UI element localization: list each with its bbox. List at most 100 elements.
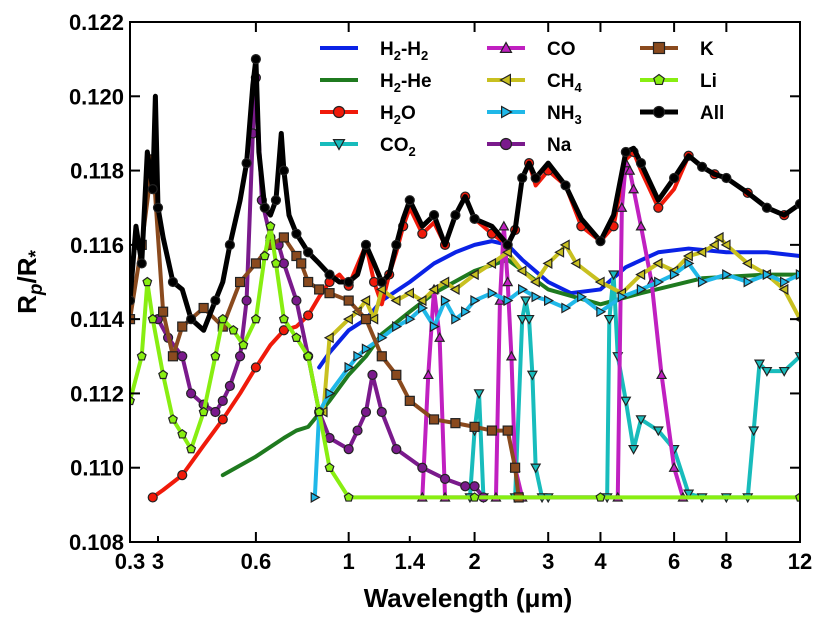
data-point-nh3 <box>392 321 403 333</box>
legend-item-co: CO <box>487 39 576 60</box>
data-point-all <box>278 165 289 176</box>
y-tick-label: 0.122 <box>69 10 124 35</box>
data-point-nh3 <box>487 287 498 299</box>
data-point-nh3 <box>470 295 481 307</box>
data-point-h2o <box>653 202 664 213</box>
x-tick-label: 2 <box>468 549 480 574</box>
data-point-co2 <box>523 314 535 325</box>
legend-label: H2-He <box>380 71 432 95</box>
data-point-ch4 <box>501 246 512 258</box>
data-point-na <box>278 258 289 269</box>
y-tick-label: 0.114 <box>70 307 125 332</box>
data-point-k <box>502 425 513 436</box>
data-point-h2o <box>303 310 314 321</box>
data-point-na <box>391 444 402 455</box>
data-point-h2o <box>147 492 158 503</box>
data-point-na <box>224 380 236 392</box>
data-point-na <box>460 481 471 492</box>
data-point-co <box>422 369 434 380</box>
data-point-nh3 <box>344 361 355 373</box>
data-point-co2 <box>516 314 528 325</box>
data-point-ch4 <box>449 283 460 295</box>
data-point-ch4 <box>404 287 414 299</box>
data-point-na <box>210 406 221 418</box>
x-tick-label: 6 <box>668 549 680 574</box>
data-point-all <box>152 202 164 213</box>
series-k <box>130 154 524 503</box>
legend-swatch-marker <box>652 41 666 55</box>
data-point-k <box>303 276 314 288</box>
data-point-li <box>795 492 800 502</box>
data-point-nh3 <box>654 276 665 288</box>
data-point-all <box>391 239 402 250</box>
x-tick-label: 4 <box>594 549 607 574</box>
data-point-ch4 <box>559 239 570 251</box>
data-point-all <box>259 202 270 213</box>
data-point-nh3 <box>722 269 733 281</box>
legend-swatch-marker <box>499 41 513 54</box>
data-point-h2o <box>217 414 228 425</box>
data-point-li <box>278 313 289 324</box>
legend-label: H2-H2 <box>380 39 428 63</box>
legend-item-ch4: CH4 <box>487 71 582 95</box>
data-point-all <box>303 247 314 258</box>
data-point-li <box>265 221 276 231</box>
legend-label: CO2 <box>380 135 416 159</box>
data-point-na <box>417 462 428 473</box>
data-point-all <box>595 236 606 247</box>
data-point-h2o <box>417 228 428 239</box>
data-point-na <box>376 406 387 418</box>
data-point-li <box>343 492 354 502</box>
data-point-ch4 <box>720 239 731 251</box>
data-point-k <box>296 258 307 269</box>
ticks-layer: 0.3 0.6 1 2 3 4 6 8 123 1.40.1080.1100.1120.1140.… <box>69 10 812 574</box>
series-line-h2-he <box>220 257 800 478</box>
data-point-nh3 <box>636 283 647 295</box>
data-point-ch4 <box>652 257 663 269</box>
data-point-co2 <box>620 396 632 407</box>
data-point-nh3 <box>325 387 336 399</box>
data-point-k <box>177 321 188 332</box>
data-point-nh3 <box>697 276 708 288</box>
data-point-co <box>628 183 640 194</box>
data-point-k <box>360 314 372 325</box>
data-point-ch4 <box>635 269 646 281</box>
data-point-ch4 <box>516 265 527 277</box>
legend-label: Li <box>700 71 717 92</box>
data-point-na <box>234 351 246 362</box>
x-tick-label: 3 <box>152 549 164 574</box>
data-point-k <box>167 351 179 362</box>
data-point-li <box>270 258 281 268</box>
data-point-li <box>158 369 169 380</box>
y-axis-title-sub-p: p <box>26 284 47 297</box>
data-point-co2 <box>761 366 773 377</box>
data-point-all <box>186 314 197 325</box>
data-point-k <box>314 284 325 295</box>
y-axis-title-r: R <box>12 295 42 314</box>
data-point-all <box>270 195 282 206</box>
data-point-ch4 <box>742 257 752 269</box>
data-point-co2 <box>635 415 647 426</box>
data-point-li <box>228 325 239 335</box>
data-point-li <box>130 395 135 406</box>
data-point-k <box>198 302 209 314</box>
legend-label: CH4 <box>547 71 582 95</box>
x-tick-label: 12 <box>788 549 812 574</box>
data-point-li <box>250 313 261 324</box>
data-point-k <box>428 414 440 425</box>
legend-swatch-marker <box>499 73 511 87</box>
data-point-ch4 <box>376 283 386 295</box>
data-point-na <box>352 425 363 436</box>
data-point-all <box>635 158 647 169</box>
data-point-ch4 <box>594 276 605 288</box>
y-tick-label: 0.118 <box>70 159 124 184</box>
y-axis-title-slash: /R <box>12 257 42 283</box>
data-point-nh3 <box>429 321 440 333</box>
x-tick-label: 0.6 <box>241 549 272 574</box>
legend-swatch-marker <box>332 105 346 119</box>
data-point-co <box>635 220 647 231</box>
data-point-all <box>560 180 571 191</box>
y-tick-label: 0.116 <box>70 233 124 258</box>
data-point-na <box>217 395 228 406</box>
data-point-nh3 <box>377 332 388 344</box>
